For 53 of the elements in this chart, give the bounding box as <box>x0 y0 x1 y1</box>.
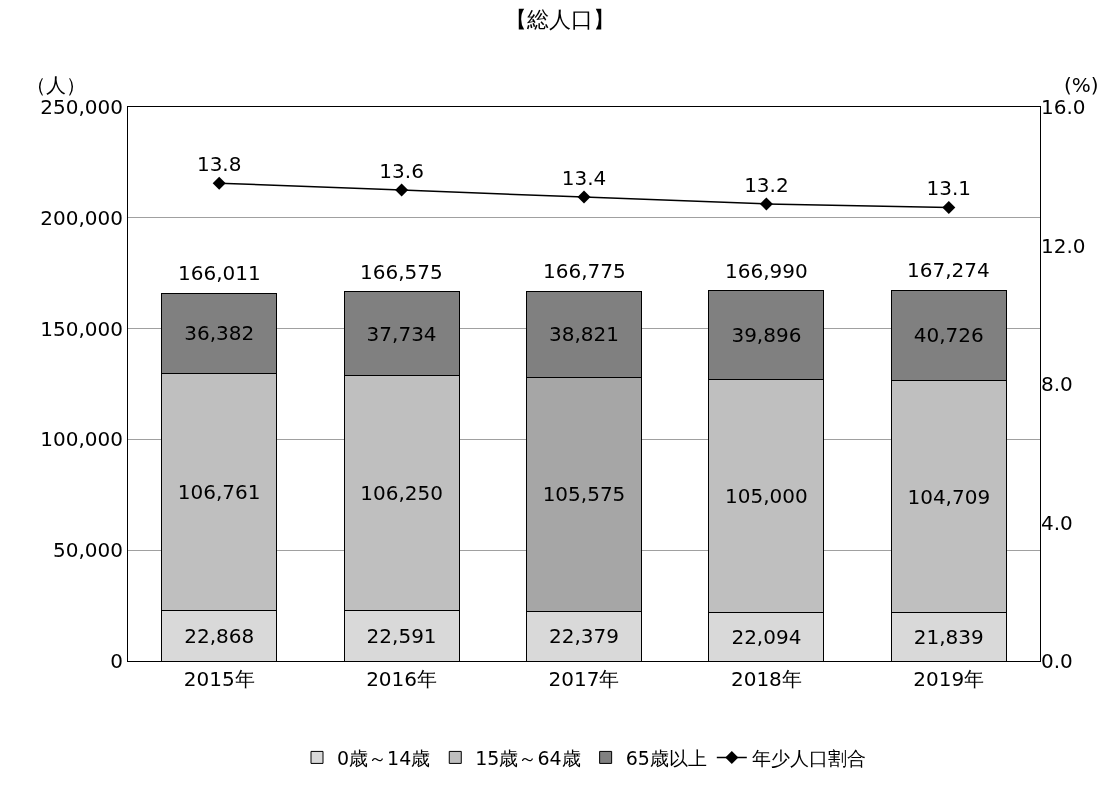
y-tick-label: 250,000 <box>40 95 123 119</box>
total-label: 166,011 <box>178 261 261 285</box>
point <box>577 190 591 204</box>
y-tick-label: 150,000 <box>40 316 123 341</box>
data-label: 38,821 <box>549 322 619 347</box>
data-label: 37,734 <box>366 321 437 346</box>
x-tick-label: 2019年 <box>913 667 985 691</box>
x-tick-label: 2017年 <box>548 667 620 691</box>
y2-tick-label: 4.0 <box>1041 510 1073 535</box>
legend-label: 0歳～14歳 <box>337 746 431 769</box>
point <box>942 200 956 214</box>
data-label: 106,761 <box>177 480 261 505</box>
y2-tick-label: 8.0 <box>1041 372 1073 396</box>
total-label: 167,274 <box>907 258 990 282</box>
data-label: 22,591 <box>366 623 437 648</box>
legend-label: 65歳以上 <box>625 746 707 769</box>
legend-label: 15歳～64歳 <box>475 746 581 769</box>
x-tick-label: 2016年 <box>366 667 438 691</box>
point <box>759 197 773 211</box>
total-label: 166,990 <box>725 259 808 283</box>
data-label: 22,094 <box>731 624 802 649</box>
data-label: 36,382 <box>184 321 255 346</box>
total-label: 166,575 <box>360 260 443 284</box>
y-axis-title: （人） <box>26 73 86 97</box>
data-label: 22,868 <box>184 623 255 648</box>
data-label: 104,709 <box>907 484 991 509</box>
total-label: 166,775 <box>543 259 626 283</box>
y2-tick-label: 16.0 <box>1041 95 1086 119</box>
data-label: 13.8 <box>196 151 242 176</box>
data-label: 106,250 <box>360 481 443 506</box>
y-tick-label: 100,000 <box>40 427 123 452</box>
x-tick-label: 2018年 <box>730 667 802 691</box>
y2-tick-label: 0.0 <box>1041 649 1073 673</box>
data-label: 22,379 <box>549 624 619 649</box>
y2-tick-label: 12.0 <box>1041 233 1086 258</box>
y-tick-label: 50,000 <box>53 538 123 563</box>
data-label: 21,839 <box>913 624 984 649</box>
point <box>395 183 409 197</box>
data-label: 13.1 <box>926 176 972 201</box>
y-tick-label: 200,000 <box>40 205 123 230</box>
data-label: 39,896 <box>731 323 802 348</box>
data-label: 13.2 <box>744 172 789 197</box>
chart-title: 【総人口】 <box>505 7 615 33</box>
legend-label: 年少人口割合 <box>751 746 866 769</box>
data-label: 13.4 <box>561 165 607 190</box>
data-label: 40,726 <box>913 323 984 348</box>
y2-axis-title: (%) <box>1064 73 1099 97</box>
y-tick-label: 0 <box>110 649 123 673</box>
data-label: 105,575 <box>542 482 626 507</box>
x-tick-label: 2015年 <box>183 667 255 691</box>
point <box>212 176 226 190</box>
data-label: 105,000 <box>725 483 808 508</box>
data-label: 13.6 <box>379 158 424 183</box>
